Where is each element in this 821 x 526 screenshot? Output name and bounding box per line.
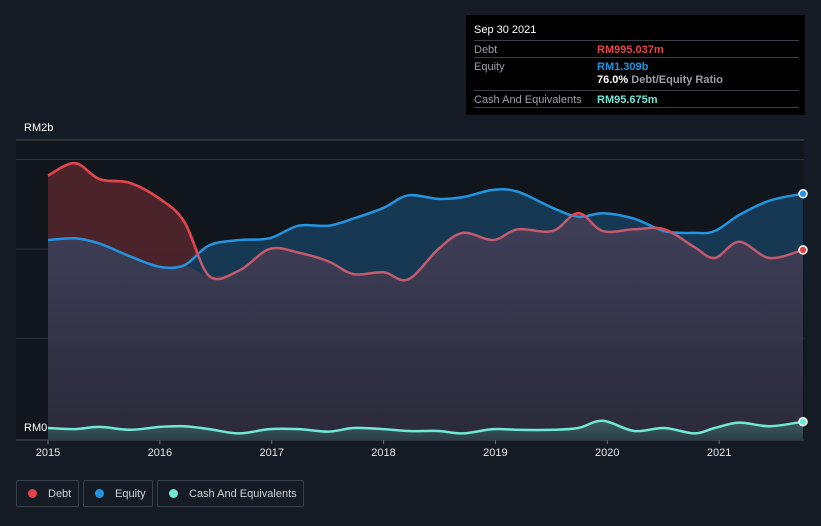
tooltip-cash-label: Cash And Equivalents — [474, 94, 582, 106]
equity-line — [47, 188, 804, 270]
tooltip-row-debt: Debt RM995.037m — [474, 40, 799, 58]
x-tick-label: 2018 — [371, 447, 396, 459]
tooltip: Sep 30 2021 Debt RM995.037m Equity RM1.3… — [466, 15, 805, 115]
tooltip-debt-value: RM995.037m — [597, 44, 664, 56]
y-tick-label-top: RM2b — [24, 122, 54, 134]
x-tick-label: 2016 — [147, 447, 173, 459]
tooltip-row-cash: Cash And Equivalents RM95.675m — [474, 90, 799, 108]
debt-dot-icon — [28, 489, 37, 498]
tooltip-ratio-value: 76.0% — [597, 74, 629, 86]
x-tick-label: 2019 — [483, 447, 508, 459]
tooltip-row-equity: Equity RM1.309b — [474, 57, 799, 75]
legend-item-debt[interactable]: Debt — [16, 480, 79, 507]
x-tick-label: 2015 — [35, 447, 61, 459]
cash-dot-icon — [169, 489, 178, 498]
x-tick-label: 2020 — [595, 447, 620, 459]
legend-item-cash[interactable]: Cash And Equivalents — [157, 480, 304, 507]
legend-item-equity[interactable]: Equity — [83, 480, 153, 507]
legend-debt-label: Debt — [48, 487, 72, 500]
legend-cash-label: Cash And Equivalents — [189, 487, 297, 500]
tooltip-debt-label: Debt — [474, 44, 498, 56]
tooltip-equity-label: Equity — [474, 61, 505, 73]
tooltip-date: Sep 30 2021 — [474, 24, 537, 36]
tooltip-divider — [474, 107, 799, 108]
equity-dot-icon — [95, 489, 104, 498]
equity-endpoint — [798, 188, 808, 199]
tooltip-cash-value: RM95.675m — [597, 94, 658, 106]
x-tick-label: 2021 — [706, 447, 732, 459]
cash-line — [47, 419, 804, 435]
x-tick-label: 2017 — [259, 447, 284, 459]
y-tick-label-zero: RM0 — [24, 422, 48, 434]
debt-endpoint — [798, 245, 808, 255]
tooltip-equity-value: RM1.309b — [597, 61, 649, 73]
tooltip-ratio-label: Debt/Equity Ratio — [631, 74, 723, 86]
cash-endpoint — [798, 416, 808, 427]
legend-equity-label: Equity — [115, 487, 146, 500]
cash-area — [48, 420, 803, 440]
tooltip-ratio: 76.0% Debt/Equity Ratio — [597, 74, 723, 86]
